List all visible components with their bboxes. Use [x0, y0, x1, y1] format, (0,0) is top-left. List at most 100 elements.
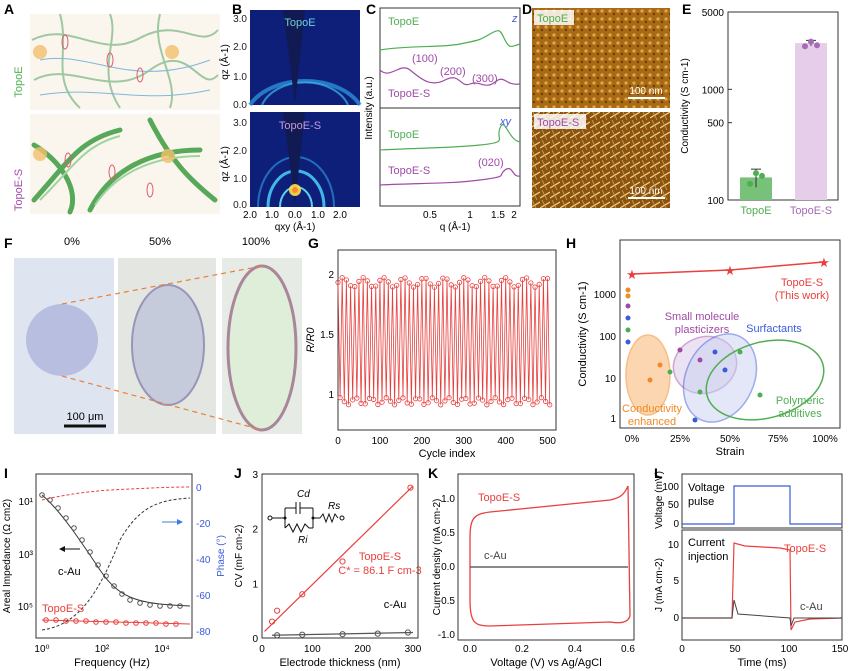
g-data-point	[406, 280, 412, 286]
l-label-cau: c-Au	[800, 601, 823, 613]
c-curve-topoe-xy	[379, 124, 521, 151]
h-scatter-points	[625, 287, 763, 423]
peak-020: (020)	[478, 157, 504, 169]
g-data-point	[425, 400, 431, 406]
h-topoe-s-line	[631, 261, 825, 275]
k-label-topoe-s: TopoE-S	[478, 492, 520, 504]
svg-text:3.0: 3.0	[233, 14, 247, 25]
j-y-tick-label: 3	[252, 470, 258, 481]
e-plot-frame	[727, 11, 839, 201]
j-label-topoe-s: TopoE-S	[359, 551, 401, 563]
g-data-point	[387, 398, 394, 404]
i-label-topoe-s: TopoE-S	[42, 603, 84, 615]
g-data-point	[427, 281, 433, 287]
g-data-point	[517, 400, 523, 407]
svg-text:10: 10	[668, 540, 680, 551]
h-y-ticks: 1 10 100 1000	[594, 290, 617, 425]
j-fit-line-cau	[272, 631, 413, 636]
g-data-point	[542, 398, 549, 404]
svg-text:10¹: 10¹	[19, 497, 34, 508]
panel-g: G 0 100 200 300 400 500 1 1.5 2 Cycle index R/R0	[305, 235, 557, 460]
panel-letter: B	[232, 1, 242, 17]
svg-text:-20: -20	[196, 519, 211, 530]
panel-d: D TopoE 100 nm TopoE-S 100 nm	[522, 1, 670, 208]
scale-bar-label: 100 nm	[629, 86, 662, 97]
g-data-point	[486, 278, 492, 284]
svg-text:0.0: 0.0	[288, 210, 302, 221]
g-data-point	[538, 395, 544, 401]
i-plot-frame	[35, 473, 193, 639]
i-x-ticks: 10⁰ 10² 10⁴	[34, 644, 169, 655]
l-x-axis-label: Time (ms)	[737, 657, 786, 669]
h-x-ticks: 0% 25% 50% 75% 100%	[625, 434, 838, 445]
e-y-tick-label: 500	[707, 119, 724, 130]
j-x-axis-label: Electrode thickness (nm)	[279, 657, 400, 669]
svg-text:100: 100	[599, 332, 616, 343]
j-point-cau	[404, 629, 412, 636]
g-data-point	[444, 276, 450, 282]
k-curve-topoe-s	[469, 485, 631, 627]
circuit-label-cd: Cd	[297, 489, 310, 500]
g-data-point	[480, 397, 486, 403]
i-label-cau: c-Au	[58, 566, 81, 578]
svg-text:10: 10	[605, 374, 617, 385]
j-x-tick-label: 200	[354, 644, 371, 655]
svg-text:10²: 10²	[95, 644, 110, 655]
g-x-tick-label: 100	[372, 436, 389, 447]
strain-50-label: 50%	[149, 236, 171, 248]
e-bar-topoe-s	[795, 43, 827, 200]
k-x-axis-label: Voltage (V) vs Ag/AgCl	[490, 657, 601, 669]
panel-e: E TopoE TopoE-S 100 500 1000 5000 Conductivity…	[680, 1, 839, 217]
e-y-tick-label: 5000	[702, 8, 725, 19]
j-x-tick-label: 0	[259, 644, 265, 655]
svg-text:50: 50	[668, 500, 680, 511]
g-data-point	[410, 284, 417, 290]
g-data-point	[373, 283, 379, 289]
svg-text:2: 2	[511, 210, 517, 221]
g-data-point	[536, 281, 542, 288]
svg-text:5: 5	[673, 576, 679, 587]
g-data-point	[448, 282, 454, 288]
g-data-point	[385, 279, 391, 285]
c-x-ticks: 0.5 1 1.5 2	[423, 210, 517, 221]
label-topoe: TopoE	[284, 17, 315, 29]
svg-text:1.0: 1.0	[311, 210, 325, 221]
j-y-tick-label: 0	[252, 634, 258, 645]
svg-text:10⁴: 10⁴	[154, 644, 169, 655]
g-data-point	[343, 277, 349, 283]
svg-text:1.0: 1.0	[233, 72, 247, 83]
g-data-point	[339, 275, 345, 281]
g-data-point	[473, 284, 479, 290]
e-x-tick-label: TopoE-S	[790, 205, 832, 217]
g-data-point	[337, 394, 343, 401]
g-x-tick-label: 400	[497, 436, 514, 447]
svg-text:0: 0	[673, 519, 679, 530]
svg-text:0.0: 0.0	[463, 644, 477, 655]
g-data-point	[496, 399, 503, 405]
b-y-axis-label: qz (Å-1)	[218, 146, 231, 182]
g-y-axis-label: R/R0	[305, 327, 317, 353]
g-data-point	[492, 395, 498, 401]
panel-b: B TopoE TopoE-S 0.0 1.0 2.0 3.0 0.0 1.0 2.0…	[218, 1, 362, 233]
j-point-topoe-s	[273, 607, 281, 614]
l-x-ticks: 0 50 100 150	[679, 644, 849, 655]
panel-letter: H	[566, 235, 576, 251]
panel-letter: K	[428, 465, 438, 481]
h-x-axis-label: Strain	[716, 446, 745, 458]
l-voltage-pulse	[682, 485, 842, 525]
svg-text:75%: 75%	[768, 434, 788, 445]
peak-300: (300)	[472, 73, 498, 85]
circuit-label-ri: Ri	[298, 535, 308, 546]
film-ellipse-50	[131, 284, 205, 406]
e-y-axis-label: Conductivity (S cm-1)	[680, 58, 691, 154]
g-data-point	[515, 282, 521, 288]
j-label-cau: c-Au	[384, 599, 407, 611]
g-data-point	[345, 402, 352, 408]
g-data-point	[350, 397, 356, 403]
g-data-point	[482, 275, 488, 281]
g-data-point	[461, 275, 467, 281]
svg-text:1.0: 1.0	[441, 494, 455, 505]
g-data-point	[352, 284, 358, 290]
panel-letter: L	[654, 465, 663, 481]
